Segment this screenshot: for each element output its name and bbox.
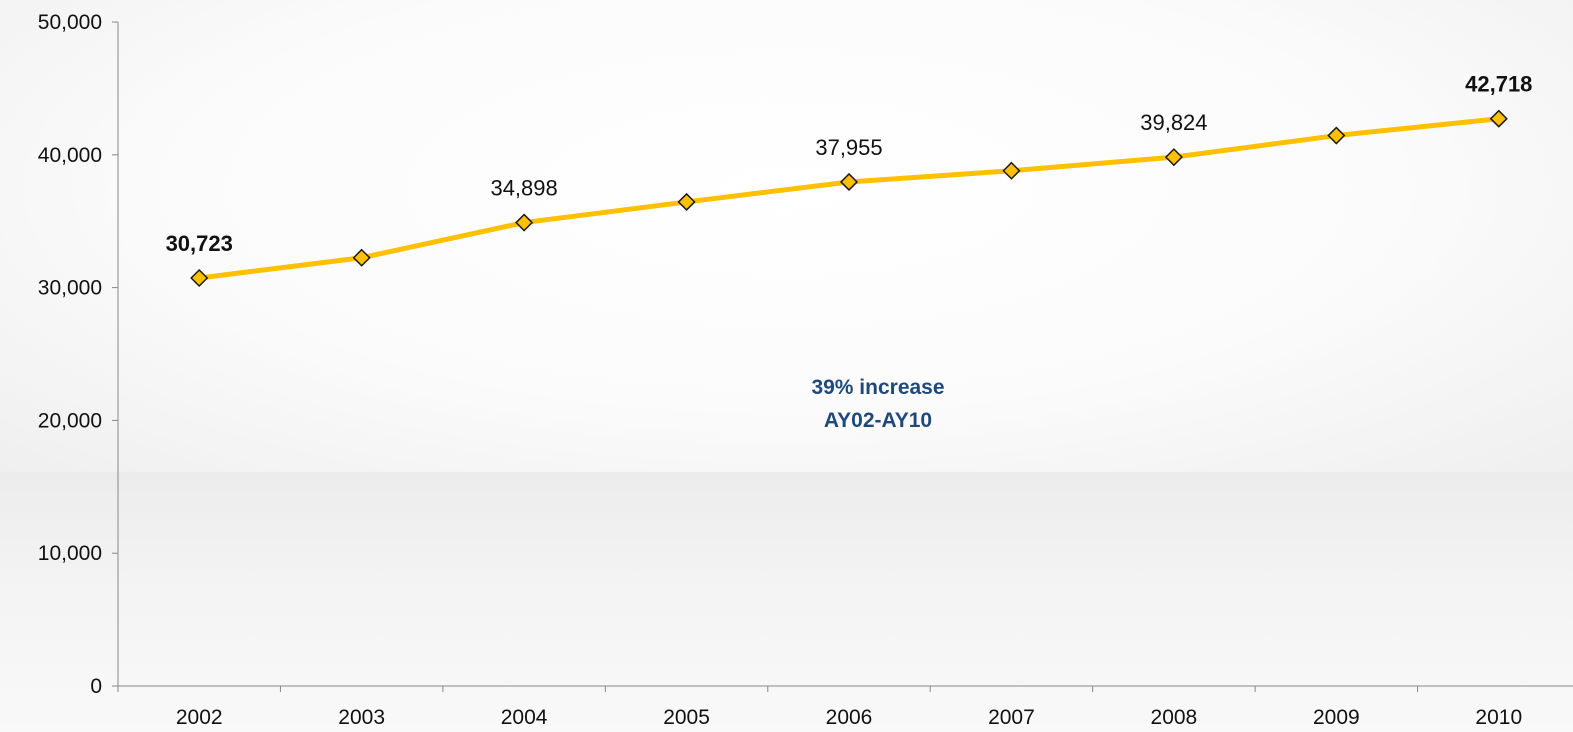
background-bottom xyxy=(0,472,1573,732)
data-point-marker xyxy=(515,213,534,232)
data-point-marker xyxy=(1327,126,1346,145)
data-label: 42,718 xyxy=(1465,72,1532,97)
y-tick-label: 40,000 xyxy=(38,144,102,167)
data-point-marker xyxy=(1489,109,1508,128)
x-tick-label: 2010 xyxy=(1475,706,1522,729)
data-point-marker xyxy=(190,268,209,288)
x-tick-label: 2007 xyxy=(988,706,1035,729)
x-tick-label: 2009 xyxy=(1313,706,1360,729)
data-label: 37,955 xyxy=(815,135,882,160)
x-tick-label: 2008 xyxy=(1151,706,1198,729)
y-tick-labels: 0 10,000 20,000 30,000 40,000 50,000 xyxy=(38,11,102,698)
markers-group xyxy=(190,109,1508,288)
y-tick-label: 30,000 xyxy=(38,277,102,300)
data-point-marker xyxy=(677,192,696,212)
data-label: 34,898 xyxy=(490,176,557,201)
data-point-marker xyxy=(1002,161,1021,180)
x-tick-label: 2003 xyxy=(338,706,385,729)
y-tick-label: 20,000 xyxy=(38,409,102,432)
data-labels-group: 30,723 34,898 37,955 39,824 42,718 xyxy=(166,72,1533,256)
y-tick-label: 50,000 xyxy=(38,11,102,34)
data-label: 39,824 xyxy=(1140,110,1207,135)
x-tick-label: 2006 xyxy=(826,706,873,729)
annotation-line-1: 39% increase xyxy=(811,376,944,399)
annotation-line-2: AY02-AY10 xyxy=(824,409,932,432)
x-tick-labels: 2002 2003 2004 2005 2006 2007 2008 2009 2010 xyxy=(176,706,1522,729)
x-tick-label: 2002 xyxy=(176,706,223,729)
data-point-marker xyxy=(352,248,371,267)
data-label: 30,723 xyxy=(166,231,233,256)
y-tick-label: 10,000 xyxy=(38,542,102,565)
y-tick-label: 0 xyxy=(90,675,102,698)
x-tick-label: 2004 xyxy=(501,706,548,729)
axes xyxy=(112,21,1573,692)
data-point-marker xyxy=(839,172,859,192)
background-top xyxy=(0,0,1573,472)
x-tick-label: 2005 xyxy=(663,706,710,729)
data-point-marker xyxy=(1164,148,1183,167)
